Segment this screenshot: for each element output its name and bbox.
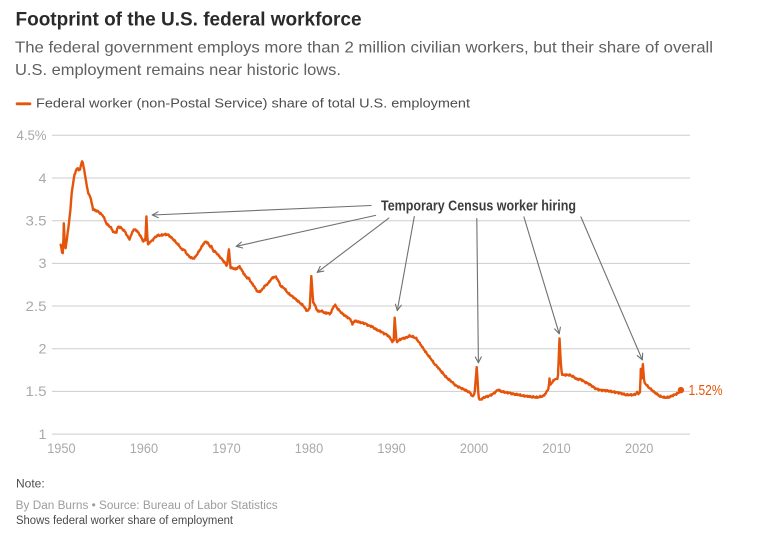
svg-text:1.52%: 1.52% bbox=[689, 383, 723, 399]
svg-text:Footprint of the U.S. federal: Footprint of the U.S. federal workforce bbox=[16, 10, 362, 31]
svg-text:2020: 2020 bbox=[625, 441, 653, 456]
svg-text:1970: 1970 bbox=[212, 441, 240, 456]
svg-text:1960: 1960 bbox=[130, 441, 158, 456]
svg-text:U.S. employment remains near h: U.S. employment remains near historic lo… bbox=[15, 62, 341, 79]
svg-text:Note:: Note: bbox=[16, 476, 45, 490]
svg-text:By Dan Burns • Source: Bureau: By Dan Burns • Source: Bureau of Labor S… bbox=[16, 500, 278, 512]
svg-text:Temporary Census worker hiring: Temporary Census worker hiring bbox=[381, 199, 576, 215]
svg-text:2010: 2010 bbox=[542, 441, 570, 456]
svg-text:1950: 1950 bbox=[47, 441, 75, 456]
svg-text:Shows federal worker share of: Shows federal worker share of employment bbox=[16, 515, 234, 527]
svg-text:The federal government employs: The federal government employs more than… bbox=[15, 39, 713, 56]
svg-text:4.5%: 4.5% bbox=[17, 127, 47, 143]
svg-text:1980: 1980 bbox=[295, 441, 323, 456]
svg-text:3: 3 bbox=[39, 255, 47, 271]
svg-text:3.5: 3.5 bbox=[26, 213, 47, 229]
svg-text:1.5: 1.5 bbox=[26, 383, 47, 399]
svg-text:4: 4 bbox=[39, 170, 47, 186]
svg-text:2: 2 bbox=[39, 341, 47, 357]
svg-text:Federal worker (non-Postal Ser: Federal worker (non-Postal Service) shar… bbox=[36, 96, 470, 111]
svg-text:2000: 2000 bbox=[460, 441, 488, 456]
svg-text:1: 1 bbox=[39, 426, 47, 442]
svg-text:1990: 1990 bbox=[377, 441, 405, 456]
svg-text:2.5: 2.5 bbox=[26, 298, 47, 314]
